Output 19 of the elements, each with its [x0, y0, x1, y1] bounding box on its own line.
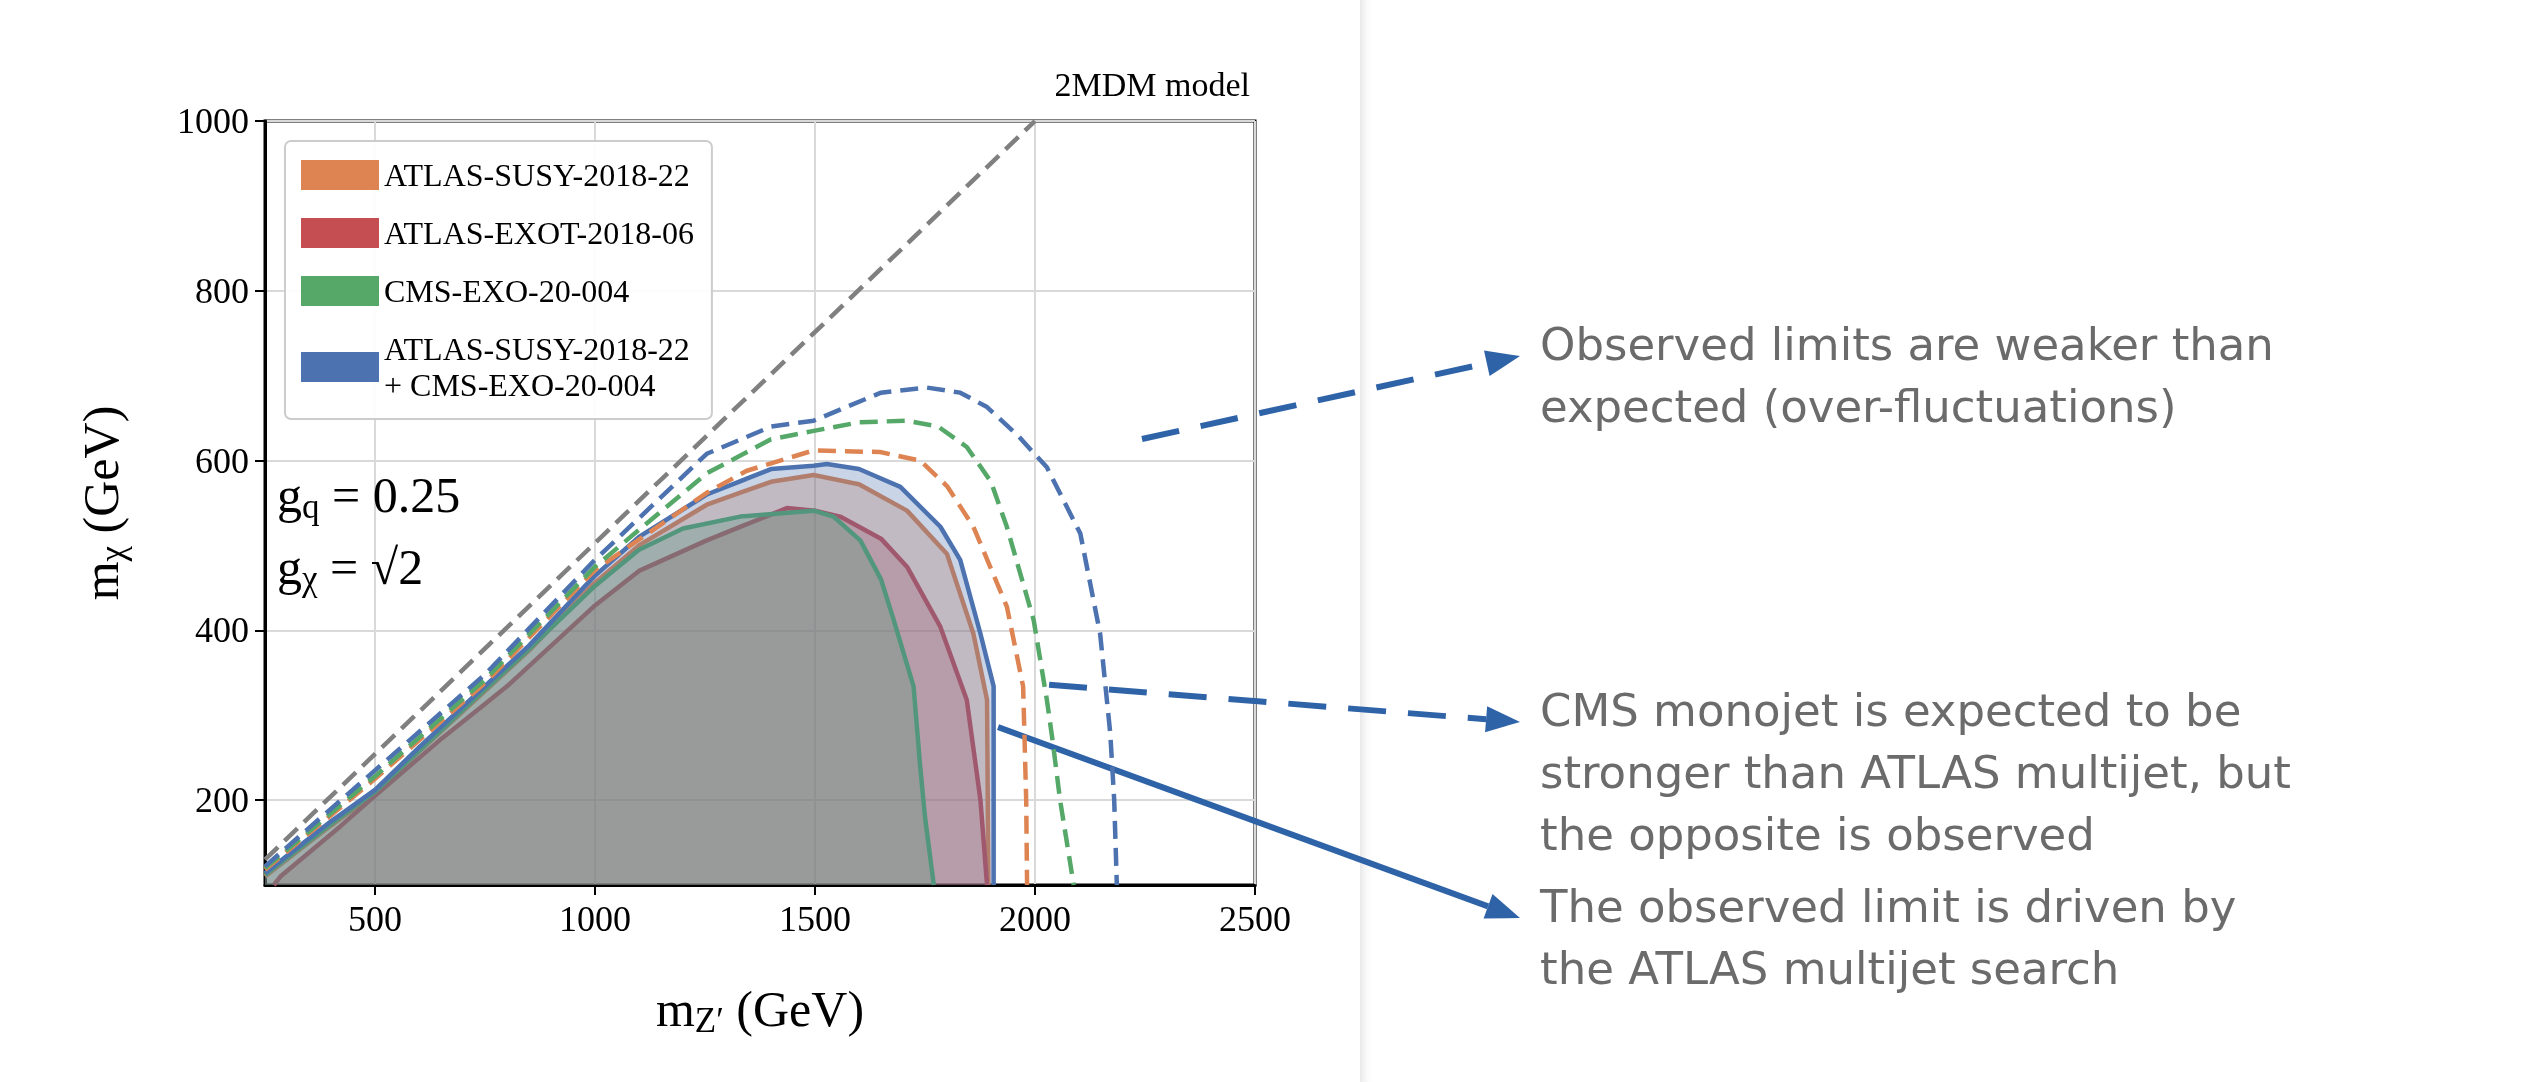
x-tick-label: 500 — [348, 899, 402, 939]
y-tick-label: 1000 — [177, 101, 249, 141]
legend-label: CMS-EXO-20-004 — [384, 273, 630, 309]
y-tick-label: 200 — [195, 780, 249, 821]
legend-label: ATLAS-SUSY-2018-22 — [384, 157, 690, 193]
y-tick-label: 800 — [195, 270, 249, 311]
annotation: CMS monojet is expected to be stronger than ATLAS multijet, but the opposite is observed — [1540, 683, 2292, 863]
x-tick-label: 2000 — [999, 899, 1071, 939]
x-tick-label: 2500 — [1219, 899, 1291, 939]
x-tick-label: 1000 — [559, 899, 631, 939]
y-tick-label: 400 — [195, 610, 249, 651]
legend-label: ATLAS-SUSY-2018-22 + CMS-EXO-20-004 — [384, 331, 690, 403]
y-axis-title: mχ (GeV) — [73, 405, 132, 601]
chart-title: 2MDM model — [1054, 65, 1250, 103]
annotation: The observed limit is driven by the ATLAS multijet search — [1540, 879, 2238, 997]
y-tick-label: 600 — [195, 440, 249, 481]
x-tick-label: 1500 — [779, 899, 851, 939]
legend-label: ATLAS-EXOT-2018-06 — [384, 215, 694, 251]
text: Observed limits are weaker than expected (over-fluctuations) — [1540, 317, 2275, 435]
